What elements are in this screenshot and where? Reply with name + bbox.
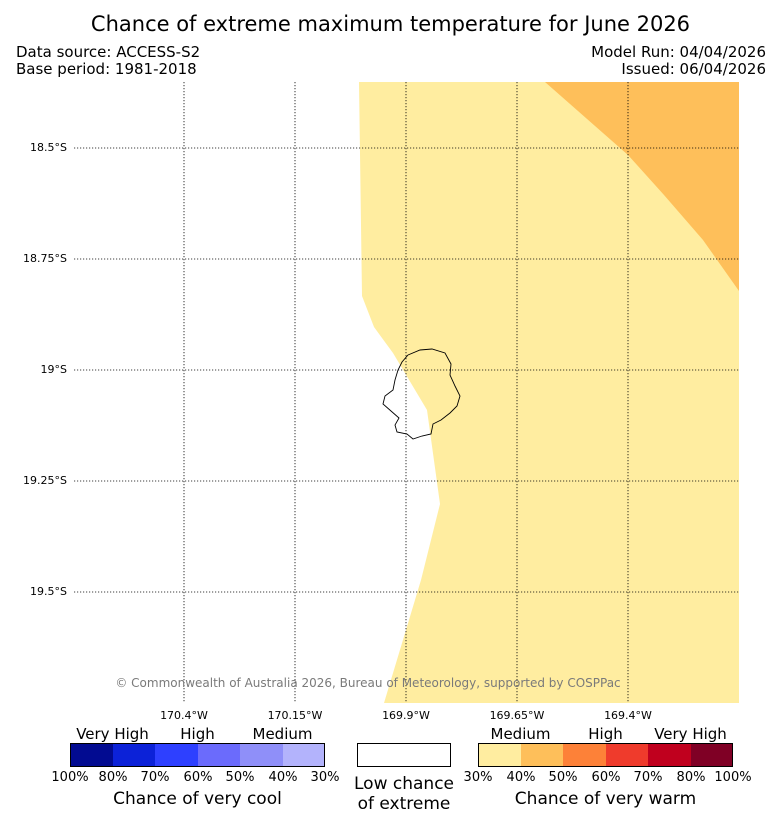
- base-period: Base period: 1981-2018: [16, 60, 197, 78]
- swatch-cool-30-40: [283, 743, 325, 767]
- source-info: Data source: ACCESS-S2 Base period: 1981…: [16, 44, 200, 78]
- warm-category-high: High: [588, 725, 623, 743]
- warm-tick: 50%: [548, 770, 578, 785]
- swatch-cool-40-50: [240, 743, 283, 767]
- cool-tick: 100%: [51, 770, 89, 785]
- warm-tick: 100%: [714, 770, 752, 785]
- cool-tick: 60%: [183, 770, 213, 785]
- neutral-caption: Low chance of extreme: [340, 774, 468, 814]
- swatch-warm-70-80: [648, 743, 691, 767]
- lat-label: 19.25°S: [23, 474, 67, 487]
- swatch-cool-70-80: [113, 743, 155, 767]
- neutral-caption-line1: Low chance: [354, 774, 454, 794]
- lon-label: 170.4°W: [160, 709, 208, 722]
- cool-tick: 80%: [98, 770, 128, 785]
- lon-label: 169.65°W: [489, 709, 545, 722]
- island-outline: [382, 348, 461, 440]
- lon-label: 169.4°W: [604, 709, 652, 722]
- swatch-warm-40-50: [521, 743, 563, 767]
- lat-label: 19.5°S: [30, 585, 67, 598]
- cool-category-very-high: Very High: [76, 725, 149, 743]
- lat-label: 19°S: [40, 363, 67, 376]
- swatch-warm-50-60: [563, 743, 606, 767]
- cool-category-medium: Medium: [252, 725, 313, 743]
- region-30-40-warm: [359, 82, 739, 703]
- swatch-warm-60-70: [606, 743, 648, 767]
- swatch-warm-80-100: [691, 743, 733, 767]
- cool-tick: 30%: [310, 770, 340, 785]
- lon-label: 169.9°W: [382, 709, 430, 722]
- neutral-caption-line2: of extreme: [357, 794, 451, 814]
- swatch-cool-50-60: [198, 743, 240, 767]
- cool-caption: Chance of very cool: [113, 789, 282, 809]
- cool-tick: 50%: [225, 770, 255, 785]
- run-info: Model Run: 04/04/2026 Issued: 06/04/2026: [591, 44, 766, 78]
- cool-tick: 70%: [140, 770, 170, 785]
- warm-tick: 30%: [463, 770, 493, 785]
- warm-category-medium: Medium: [490, 725, 551, 743]
- warm-tick: 40%: [506, 770, 536, 785]
- swatch-cool-60-70: [155, 743, 198, 767]
- lon-label: 170.15°W: [267, 709, 323, 722]
- warm-tick: 60%: [591, 770, 621, 785]
- region-40-50-warm: [545, 82, 739, 291]
- forecast-map: [74, 82, 739, 703]
- warm-caption: Chance of very warm: [514, 789, 697, 809]
- swatch-warm-30-40: [478, 743, 521, 767]
- warm-tick: 80%: [676, 770, 706, 785]
- swatch-cool-80-100: [70, 743, 113, 767]
- lat-label: 18.5°S: [30, 141, 67, 154]
- issued-date: Issued: 06/04/2026: [621, 60, 766, 78]
- model-run: Model Run: 04/04/2026: [591, 43, 766, 61]
- swatch-low-chance: [357, 743, 451, 767]
- map-title: Chance of extreme maximum temperature fo…: [90, 12, 691, 36]
- copyright-notice: © Commonwealth of Australia 2026, Bureau…: [115, 676, 621, 690]
- data-source: Data source: ACCESS-S2: [16, 43, 201, 61]
- warm-category-very-high: Very High: [654, 725, 727, 743]
- cool-tick: 40%: [268, 770, 298, 785]
- warm-tick: 70%: [633, 770, 663, 785]
- cool-category-high: High: [180, 725, 215, 743]
- lat-label: 18.75°S: [23, 252, 67, 265]
